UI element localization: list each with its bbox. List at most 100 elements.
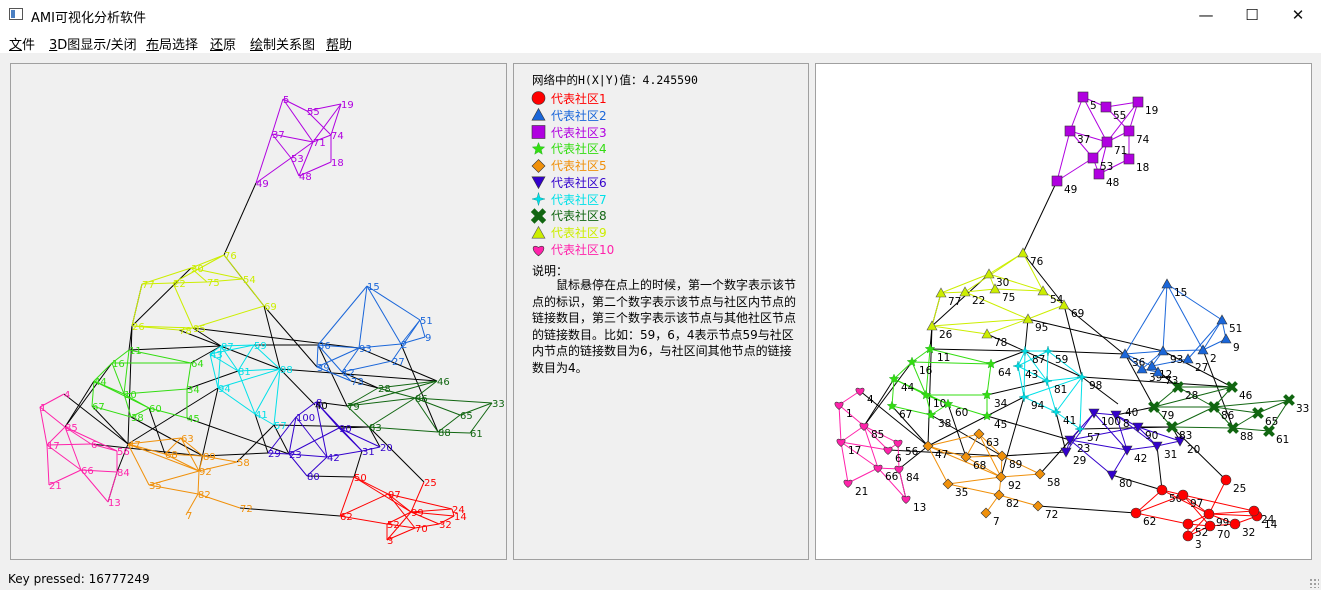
node-label[interactable]: 13 bbox=[108, 498, 121, 509]
node-label[interactable]: 42 bbox=[327, 453, 340, 464]
node-marker[interactable] bbox=[1060, 447, 1072, 458]
node-marker[interactable] bbox=[1229, 518, 1241, 530]
node-marker[interactable] bbox=[1077, 91, 1089, 103]
node-label[interactable]: 61 bbox=[470, 429, 483, 440]
node-marker[interactable] bbox=[1182, 353, 1194, 364]
node-label[interactable]: 87 bbox=[221, 342, 234, 353]
node-marker[interactable] bbox=[1248, 505, 1260, 517]
node-marker[interactable] bbox=[1152, 366, 1164, 377]
node-label[interactable]: 60 bbox=[149, 404, 162, 415]
node-label[interactable]: 73 bbox=[351, 377, 364, 388]
node-label[interactable]: 100 bbox=[296, 413, 315, 424]
close-button[interactable]: ✕ bbox=[1291, 6, 1305, 24]
node-marker[interactable] bbox=[855, 387, 865, 396]
node-label[interactable]: 1 bbox=[40, 403, 46, 414]
node-marker[interactable] bbox=[1034, 468, 1046, 480]
node-marker[interactable] bbox=[1093, 168, 1105, 180]
node-label[interactable]: 74 bbox=[331, 131, 344, 142]
node-marker[interactable] bbox=[1227, 422, 1239, 434]
menu-layout[interactable]: 布局选择 bbox=[146, 38, 199, 53]
node-label[interactable]: 9 bbox=[425, 333, 431, 344]
right-graph-panel[interactable]: 1 2 3 4 5 6 7 8 9 10 11 12 13 14 15 16 17 18 19 20 21 22 23 24 2… bbox=[815, 63, 1312, 560]
node-marker[interactable] bbox=[1161, 278, 1173, 289]
node-label[interactable]: 8 bbox=[316, 398, 322, 409]
node-label[interactable]: 70 bbox=[415, 524, 428, 535]
node-label[interactable]: 49 bbox=[256, 179, 269, 190]
node-label[interactable]: 71 bbox=[313, 138, 326, 149]
node-label[interactable]: 5 bbox=[283, 95, 289, 106]
node-marker[interactable] bbox=[894, 465, 904, 474]
node-marker[interactable] bbox=[1110, 410, 1122, 421]
node-label[interactable]: 29 bbox=[268, 449, 281, 460]
node-marker[interactable] bbox=[1166, 421, 1178, 433]
node-label[interactable]: 35 bbox=[149, 481, 162, 492]
node-marker[interactable] bbox=[1088, 408, 1100, 419]
node-label[interactable]: 37 bbox=[272, 130, 285, 141]
node-marker[interactable] bbox=[1136, 363, 1148, 374]
node-marker[interactable] bbox=[1226, 381, 1238, 393]
node-label[interactable]: 26 bbox=[132, 322, 145, 333]
node-marker[interactable] bbox=[1022, 313, 1034, 324]
node-marker[interactable] bbox=[1132, 96, 1144, 108]
node-marker[interactable] bbox=[1197, 344, 1209, 355]
node-label[interactable]: 72 bbox=[240, 504, 253, 515]
node-marker[interactable] bbox=[985, 358, 997, 369]
node-label[interactable]: 92 bbox=[199, 467, 212, 478]
node-marker[interactable] bbox=[906, 356, 918, 367]
node-marker[interactable] bbox=[1204, 520, 1216, 532]
node-marker[interactable] bbox=[1132, 422, 1144, 433]
node-marker[interactable] bbox=[859, 422, 869, 431]
node-marker[interactable] bbox=[1106, 470, 1118, 481]
node-marker[interactable] bbox=[995, 471, 1007, 483]
node-label[interactable]: 69 bbox=[264, 302, 277, 313]
node-label[interactable]: 47 bbox=[128, 440, 141, 451]
node-marker[interactable] bbox=[873, 464, 883, 473]
node-marker[interactable] bbox=[886, 400, 898, 411]
node-label[interactable]: 34 bbox=[187, 385, 200, 396]
node-label[interactable]: 40 bbox=[315, 401, 328, 412]
node-label[interactable]: 64 bbox=[191, 359, 204, 370]
maximize-button[interactable]: ☐ bbox=[1245, 6, 1259, 24]
node-marker[interactable] bbox=[1157, 345, 1169, 356]
node-label[interactable]: 19 bbox=[341, 100, 354, 111]
node-label[interactable]: 46 bbox=[437, 377, 450, 388]
node-label[interactable]: 44 bbox=[94, 377, 107, 388]
node-marker[interactable] bbox=[1041, 375, 1053, 387]
node-label[interactable]: 41 bbox=[255, 410, 268, 421]
node-marker[interactable] bbox=[1064, 125, 1076, 137]
node-marker[interactable] bbox=[1174, 436, 1186, 447]
node-label[interactable]: 25 bbox=[424, 478, 437, 489]
node-marker[interactable] bbox=[1177, 489, 1189, 501]
node-label[interactable]: 33 bbox=[492, 399, 505, 410]
menu-file[interactable]: 文件 bbox=[9, 38, 36, 53]
left-graph-panel[interactable]: 1 2 3 4 5 6 7 8 9 10 11 12 13 14 15 16 17 18 19 20 21 22 23 24 2… bbox=[10, 63, 507, 560]
node-marker[interactable] bbox=[960, 451, 972, 463]
menu-3d-toggle[interactable]: 3D图显示/关闭 bbox=[49, 38, 137, 53]
minimize-button[interactable]: — bbox=[1198, 6, 1214, 24]
node-marker[interactable] bbox=[1087, 152, 1099, 164]
node-label[interactable]: 65 bbox=[460, 411, 473, 422]
node-marker[interactable] bbox=[1012, 360, 1024, 372]
node-label[interactable]: 85 bbox=[65, 423, 78, 434]
node-label[interactable]: 75 bbox=[207, 278, 220, 289]
node-marker[interactable] bbox=[1121, 445, 1133, 456]
node-marker[interactable] bbox=[1123, 125, 1135, 137]
node-marker[interactable] bbox=[1051, 175, 1063, 187]
node-label[interactable]: 20 bbox=[380, 443, 393, 454]
node-label[interactable]: 84 bbox=[117, 468, 130, 479]
node-label[interactable]: 3 bbox=[387, 536, 393, 547]
node-marker[interactable] bbox=[1032, 500, 1044, 512]
node-label[interactable]: 23 bbox=[289, 450, 302, 461]
node-marker[interactable] bbox=[893, 439, 903, 448]
node-label[interactable]: 32 bbox=[439, 520, 452, 531]
node-label[interactable]: 94 bbox=[218, 384, 231, 395]
node-marker[interactable] bbox=[888, 373, 900, 384]
node-label[interactable]: 24 bbox=[452, 505, 465, 516]
node-label[interactable]: 16 bbox=[112, 359, 125, 370]
node-label[interactable]: 51 bbox=[420, 316, 433, 327]
node-marker[interactable] bbox=[980, 507, 992, 519]
node-label[interactable]: 27 bbox=[392, 357, 405, 368]
node-marker[interactable] bbox=[981, 328, 993, 339]
menu-restore[interactable]: 还原 bbox=[210, 38, 237, 53]
node-marker[interactable] bbox=[1017, 247, 1029, 258]
